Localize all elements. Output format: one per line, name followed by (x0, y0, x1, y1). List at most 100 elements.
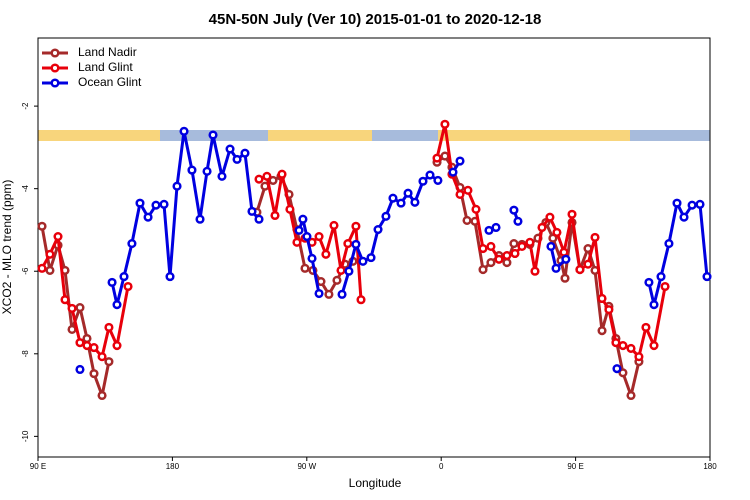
y-tick-label: -10 (21, 430, 30, 442)
data-point (300, 263, 310, 273)
data-point (660, 281, 670, 292)
data-point (537, 222, 547, 233)
data-point (321, 249, 331, 259)
x-axis-label: Longitude (349, 476, 402, 490)
data-point (112, 340, 122, 351)
legend-label: Ocean Glint (78, 75, 142, 89)
data-point (127, 239, 137, 249)
data-point (89, 369, 99, 379)
y-tick-label: -4 (21, 185, 30, 193)
data-point (254, 174, 264, 184)
data-point (329, 220, 339, 230)
data-point (208, 130, 218, 140)
data-point (672, 198, 682, 208)
y-tick-label: -6 (21, 267, 30, 275)
data-point (634, 352, 644, 362)
data-point (559, 247, 569, 257)
data-point (626, 343, 636, 353)
data-point (247, 206, 257, 216)
data-point (641, 322, 651, 332)
y-tick-label: -2 (21, 102, 30, 110)
data-point (97, 352, 107, 362)
data-point (143, 212, 153, 222)
data-point (410, 197, 420, 207)
plot-frame (37, 37, 711, 458)
x-tick-label: 90 W (297, 462, 316, 471)
ocean-band (372, 130, 438, 141)
data-point (618, 368, 628, 378)
data-point (509, 239, 519, 249)
chart-title: 45N-50N July (Ver 10) 2015-01-01 to 2020… (209, 11, 542, 28)
data-point (75, 364, 85, 375)
data-point (381, 211, 391, 221)
data-point (687, 200, 697, 210)
data-point (307, 253, 317, 263)
data-point (67, 303, 77, 313)
data-point (517, 241, 527, 252)
data-point (45, 249, 55, 259)
data-point (491, 222, 501, 233)
series (37, 119, 670, 362)
data-point (37, 221, 47, 231)
data-point (611, 338, 621, 348)
data-point (314, 232, 324, 242)
data-point (179, 126, 189, 136)
data-point (351, 221, 361, 231)
data-point (486, 258, 496, 268)
data-point (268, 175, 278, 185)
data-point (396, 198, 406, 208)
legend-swatch-marker (50, 78, 60, 88)
data-point (254, 214, 264, 224)
data-point (151, 200, 161, 210)
data-point (604, 305, 614, 315)
data-point (440, 151, 450, 161)
data-point (324, 289, 334, 299)
data-point (89, 343, 99, 353)
x-tick-label: 180 (166, 462, 180, 471)
data-point (679, 212, 689, 222)
data-point (97, 390, 107, 401)
data-point (612, 364, 622, 374)
legend-label: Land Glint (78, 60, 133, 74)
data-point (440, 119, 450, 129)
data-point (494, 254, 504, 264)
data-point (478, 243, 488, 254)
data-point (597, 326, 607, 336)
ocean-band (630, 130, 710, 141)
data-point (448, 167, 458, 177)
data-point (502, 258, 512, 268)
data-point (302, 232, 312, 242)
data-point (455, 189, 465, 200)
legend-swatch-marker (50, 48, 60, 58)
data-point (351, 239, 361, 249)
data-point (53, 232, 63, 242)
data-point (656, 272, 666, 282)
data-point (104, 322, 114, 332)
data-point (525, 237, 535, 247)
series (75, 126, 712, 375)
data-point (343, 239, 353, 249)
data-point (45, 265, 55, 275)
data-point (82, 340, 92, 351)
data-point (294, 225, 304, 235)
data-point (545, 212, 555, 222)
data-point (626, 390, 636, 401)
data-point (418, 176, 428, 186)
data-point (567, 209, 577, 219)
data-point (277, 169, 287, 179)
data-point (270, 210, 280, 221)
data-point (135, 198, 145, 208)
data-point (356, 295, 366, 305)
data-point (583, 259, 593, 269)
data-point (119, 272, 129, 282)
legend-label: Land Nadir (78, 45, 137, 59)
data-point (388, 193, 398, 203)
data-point (112, 300, 122, 310)
data-point (37, 263, 47, 273)
data-point (262, 171, 272, 181)
legend-swatch-marker (50, 63, 60, 73)
data-point (195, 214, 205, 224)
x-tick-label: 0 (439, 462, 444, 471)
data-point (75, 338, 85, 348)
